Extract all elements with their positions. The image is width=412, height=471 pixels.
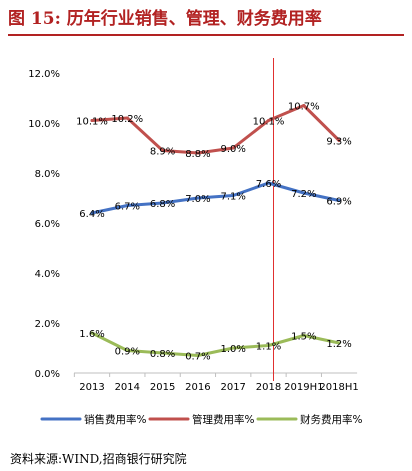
data-label: 10.2%: [111, 114, 143, 125]
finance-rate-series-point: [267, 344, 270, 347]
data-label: 1.5%: [291, 332, 316, 343]
figure-title-text: 历年行业销售、管理、财务费用率: [66, 9, 322, 29]
finance-rate-series-point: [161, 351, 165, 355]
data-label: 6.4%: [79, 209, 104, 220]
admin-rate-series-point: [302, 104, 306, 107]
data-label: 9.0%: [220, 144, 245, 155]
admin-rate-series-point: [337, 139, 341, 142]
data-label: 1.6%: [79, 329, 104, 340]
sales-rate-series-point: [196, 196, 200, 200]
x-tick-label: 2013: [79, 382, 104, 393]
data-label: 6.8%: [150, 199, 175, 210]
finance-rate-series-point: [302, 334, 306, 337]
sales-rate-series-point: [90, 211, 94, 215]
data-label: 10.1%: [76, 117, 108, 128]
data-label: 10.7%: [288, 102, 320, 113]
data-label: 1.1%: [256, 342, 281, 353]
data-label: 8.9%: [150, 147, 175, 158]
admin-rate-series-point: [90, 119, 94, 122]
x-tick-label: 2015: [150, 382, 175, 393]
finance-rate-series-point: [90, 331, 94, 335]
finance-rate-series-point: [231, 346, 235, 350]
figure-source: 资料来源:WIND,招商银行研究院: [10, 452, 187, 466]
y-tick-label: 10.0%: [28, 119, 60, 130]
y-tick-label: 4.0%: [35, 269, 60, 280]
data-label: 6.9%: [326, 197, 351, 208]
sales-rate-series-point: [267, 181, 270, 185]
sales-rate-series-point: [231, 194, 235, 197]
data-label: 9.3%: [326, 137, 351, 148]
admin-rate-series-point: [125, 116, 129, 120]
x-tick-label: 2014: [115, 382, 140, 393]
y-tick-label: 12.0%: [28, 69, 60, 80]
y-tick-label: 0.0%: [35, 369, 60, 380]
sales-rate-series-point: [161, 201, 165, 205]
data-label: 0.8%: [150, 349, 175, 360]
y-tick-label: 2.0%: [35, 319, 60, 330]
data-label: 1.0%: [220, 344, 245, 355]
sales-rate-series-point: [125, 204, 129, 207]
data-label: 7.6%: [256, 179, 281, 190]
x-tick-label: 2017: [220, 382, 245, 393]
figure-title: 图 15: 历年行业销售、管理、财务费用率: [8, 6, 404, 36]
finance-rate-series-point: [125, 349, 129, 352]
x-tick-label: 2019H1: [284, 382, 323, 393]
sales-rate-series-point: [337, 199, 341, 202]
figure-title-prefix: 图 15:: [8, 9, 61, 29]
admin-rate-series-point: [267, 119, 270, 122]
admin-rate-series-point: [161, 149, 165, 152]
x-tick-label: 2018: [256, 382, 281, 393]
sales-rate-series-line: [90, 181, 341, 215]
data-label: 10.1%: [253, 117, 285, 128]
finance-rate-series-point: [196, 354, 200, 357]
data-label: 0.9%: [115, 347, 140, 358]
admin-rate-series-point: [196, 151, 200, 155]
data-label: 0.7%: [185, 352, 210, 363]
data-label: 7.1%: [220, 192, 245, 203]
admin-rate-series-point: [231, 146, 235, 150]
data-label: 8.8%: [185, 149, 210, 160]
data-label: 7.2%: [291, 189, 316, 200]
finance-rate-series-point: [337, 341, 341, 345]
y-tick-label: 6.0%: [35, 219, 60, 230]
data-label: 7.0%: [185, 194, 210, 205]
y-tick-label: 8.0%: [35, 169, 60, 180]
legend-label: 销售费用率%: [84, 413, 146, 426]
x-tick-label: 2018H1: [319, 382, 358, 393]
finance-rate-series-line: [90, 331, 341, 357]
data-label: 6.7%: [115, 202, 140, 213]
x-tick-label: 2016: [185, 382, 210, 393]
admin-rate-series-line: [90, 104, 341, 155]
legend-label: 管理费用率%: [192, 413, 254, 426]
legend-label: 财务费用率%: [300, 413, 362, 426]
sales-rate-series-point: [302, 191, 306, 195]
data-label: 1.2%: [326, 339, 351, 350]
